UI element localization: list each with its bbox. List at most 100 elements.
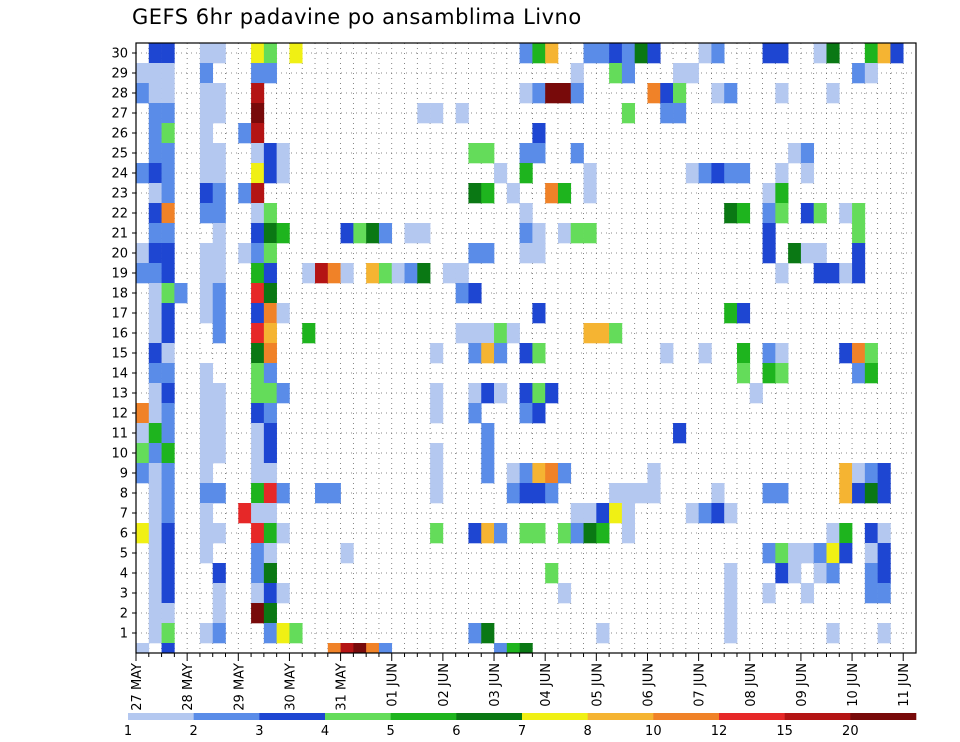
heatmap-cell [199, 483, 214, 504]
heatmap-cell [762, 543, 776, 564]
heatmap-cell [199, 443, 214, 464]
heatmap-cell [136, 443, 150, 464]
heatmap-cell [378, 263, 393, 284]
colorbar-label: 5 [387, 724, 395, 739]
heatmap-cell [864, 463, 878, 484]
heatmap-cell [251, 203, 265, 224]
colorbar-label: 8 [584, 724, 592, 739]
heatmap-cell [596, 623, 610, 644]
heatmap-cell [212, 423, 226, 444]
heatmap-cell [148, 243, 162, 264]
heatmap-cell [276, 223, 290, 244]
colorbar-swatch [587, 713, 654, 720]
heatmap-cell [430, 403, 444, 424]
heatmap-cell [263, 363, 277, 384]
heatmap-cell [468, 143, 482, 164]
heatmap-cell [839, 203, 853, 224]
heatmap-cell [148, 383, 162, 404]
heatmap-cell [609, 323, 623, 344]
heatmap-cell [327, 643, 341, 654]
heatmap-cell [852, 203, 866, 224]
heatmap-cell [877, 583, 891, 604]
heatmap-cell [877, 463, 891, 484]
heatmap-cell [199, 403, 214, 424]
heatmap-cell [826, 563, 840, 584]
heatmap-cell [826, 543, 840, 564]
heatmap-cell [532, 403, 546, 424]
heatmap-cell [775, 163, 789, 184]
x-tick-label: 03 JUN [488, 663, 503, 707]
heatmap-cell [263, 223, 277, 244]
heatmap-cell [340, 543, 354, 564]
heatmap-cell [570, 143, 584, 164]
heatmap-cell [570, 83, 584, 104]
heatmap-cell [378, 223, 393, 244]
heatmap-cell [276, 483, 290, 504]
heatmap-cell [711, 483, 725, 504]
heatmap-cell [148, 123, 162, 144]
y-tick-label: 10 [111, 447, 128, 462]
heatmap-cell [570, 503, 584, 524]
x-tick-label: 29 MAY [232, 663, 247, 711]
heatmap-cell [340, 263, 354, 284]
heatmap-cell [238, 123, 252, 144]
heatmap-cell [877, 543, 891, 564]
heatmap-cell [532, 43, 546, 64]
heatmap-cell [289, 43, 303, 64]
heatmap-cell [327, 483, 341, 504]
heatmap-cell [596, 43, 610, 64]
heatmap-cell [545, 483, 559, 504]
heatmap-cell [481, 523, 495, 544]
heatmap-cell [148, 263, 162, 284]
colorbar-swatch [128, 713, 194, 720]
heatmap-cell [366, 263, 380, 284]
heatmap-cell [251, 323, 265, 344]
heatmap-cell [276, 163, 290, 184]
heatmap-cell [161, 363, 175, 384]
heatmap-cell [532, 343, 546, 364]
heatmap-cell [468, 183, 482, 204]
heatmap-cell [161, 203, 175, 224]
colorbar-swatch [193, 713, 260, 720]
y-tick-label: 27 [111, 107, 128, 122]
heatmap-cell [800, 583, 815, 604]
heatmap-cell [519, 143, 533, 164]
heatmap-cells [136, 43, 904, 654]
heatmap-cell [545, 83, 559, 104]
heatmap-cell [468, 523, 482, 544]
heatmap-cell [800, 163, 815, 184]
heatmap-cell [455, 283, 469, 304]
heatmap-cell [864, 363, 878, 384]
heatmap-cell [852, 223, 866, 244]
heatmap-cell [276, 523, 290, 544]
heatmap-cell [148, 143, 162, 164]
heatmap-cell [877, 523, 891, 544]
colorbar-label: 1 [124, 724, 132, 739]
heatmap-cell [251, 503, 265, 524]
heatmap-cell [826, 523, 840, 544]
heatmap-cell [724, 163, 738, 184]
heatmap-cell [212, 143, 226, 164]
heatmap-cell [212, 563, 226, 584]
heatmap-cell [148, 183, 162, 204]
heatmap-cell [800, 203, 815, 224]
y-tick-label: 26 [111, 127, 128, 142]
heatmap-cell [468, 623, 482, 644]
heatmap-cell [506, 643, 520, 654]
heatmap-cell [724, 583, 738, 604]
y-tick-label: 29 [111, 67, 128, 82]
heatmap-cell [148, 63, 162, 84]
heatmap-cell [609, 43, 623, 64]
heatmap-cell [238, 183, 252, 204]
colorbar-swatch [390, 713, 457, 720]
heatmap-cell [263, 563, 277, 584]
heatmap-cell [864, 63, 878, 84]
heatmap-cell [519, 223, 533, 244]
colorbar-label: 20 [842, 724, 859, 739]
heatmap-cell [263, 443, 277, 464]
heatmap-cell [877, 483, 891, 504]
heatmap-cell [251, 483, 265, 504]
heatmap-cell [839, 343, 853, 364]
y-tick-label: 13 [111, 387, 128, 402]
heatmap-cell [148, 603, 162, 624]
